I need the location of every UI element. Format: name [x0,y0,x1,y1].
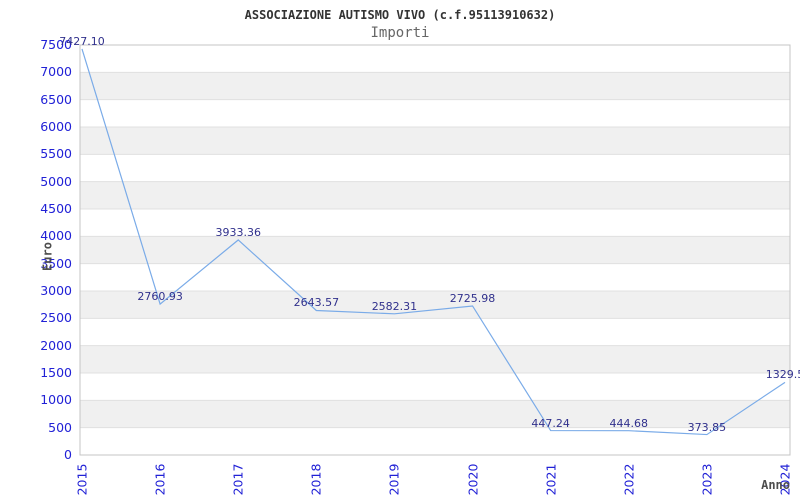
y-tick-label: 4500 [40,201,72,216]
plot-band [80,291,790,319]
plot-band [80,400,790,428]
x-tick-label: 2021 [543,463,559,496]
y-tick-label: 6000 [40,119,72,134]
x-tick-label: 2022 [621,463,637,496]
data-point-label: 2760.93 [137,290,183,304]
data-point-label: 3933.36 [215,225,261,239]
y-tick-label: 0 [64,447,72,462]
data-point-label: 2643.57 [293,296,340,310]
plot-band [80,345,790,373]
x-axis-title: Anno [761,478,790,492]
y-tick-label: 5000 [40,173,72,189]
y-tick-label: 5500 [40,146,72,162]
plot-band [80,181,790,209]
data-point-label: 7427.10 [59,34,105,48]
y-tick-label: 3500 [40,255,72,271]
x-tick-label: 2015 [74,463,90,496]
chart-subtitle: Importi [370,25,430,41]
x-tick-label: 2016 [152,463,168,496]
y-tick-label: 7000 [40,64,72,80]
x-tick-label: 2020 [465,463,481,496]
y-tick-label: 1500 [40,365,72,380]
x-tick-label: 2017 [230,463,246,496]
data-line [81,48,786,436]
y-tick-label: 500 [48,419,72,435]
plot-band [80,127,790,155]
data-point-label: 2725.98 [449,291,496,305]
data-point-label: 444.68 [609,416,649,430]
data-point-label: 373.85 [687,420,727,434]
plot-band [80,72,790,100]
x-tick-label: 2018 [308,463,324,496]
y-tick-label: 4000 [40,228,72,244]
y-tick-label: 7500 [40,37,72,52]
x-tick-label: 2019 [386,463,402,496]
y-tick-label: 2500 [40,310,72,326]
plot-border [79,44,791,456]
data-point-label: 2582.31 [371,299,418,313]
chart-title: ASSOCIAZIONE AUTISMO VIVO (c.f.951139106… [244,8,556,22]
y-tick-label: 2000 [40,337,72,353]
data-point-label: 447.24 [531,416,570,430]
y-tick-label: 6500 [40,91,72,107]
y-tick-label: 3000 [40,283,72,298]
y-tick-label: 1000 [40,392,72,408]
x-tick-label: 2023 [699,463,715,496]
y-axis-title: Euro [40,242,55,271]
plot-band [80,236,790,264]
data-point-label: 1329.5 [765,368,800,382]
